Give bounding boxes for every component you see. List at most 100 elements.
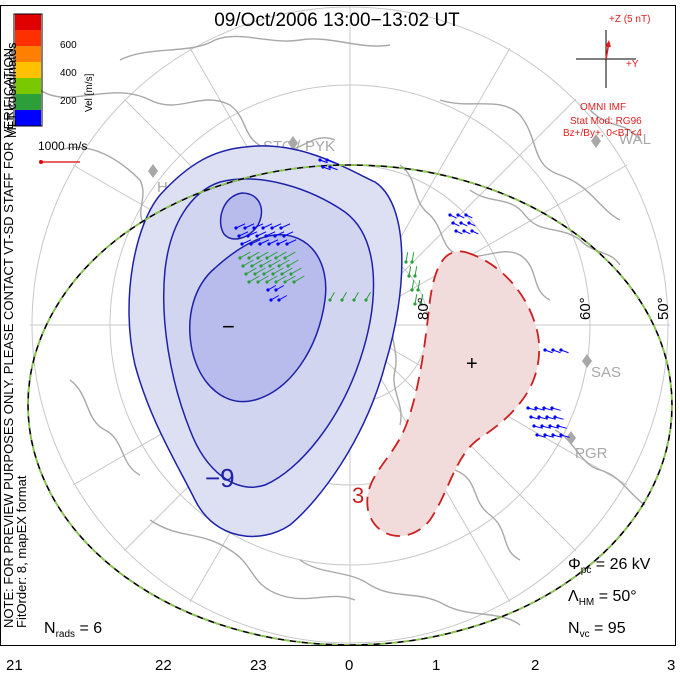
velocity-vector xyxy=(235,223,246,229)
velocity-vector xyxy=(278,259,290,267)
mlt-tick-2: 2 xyxy=(531,657,539,674)
colorbar-swatch xyxy=(15,30,41,46)
colorbar-swatch xyxy=(15,78,41,94)
velocity-vector xyxy=(411,252,415,263)
fitorder-note: FitOrder: 8, mapEX format xyxy=(14,475,29,628)
velocity-vector xyxy=(245,267,257,275)
velocity-vector xyxy=(460,222,468,227)
velocity-vector xyxy=(533,425,543,429)
colorbar-label: Vel [m/s] xyxy=(84,73,95,112)
velocity-vector xyxy=(546,416,556,420)
colorbar-tick-200: 200 xyxy=(60,96,77,107)
velocity-vector xyxy=(284,275,296,283)
velocity-vector xyxy=(420,294,424,305)
velocity-vector xyxy=(267,285,277,291)
velocity-vector xyxy=(549,425,559,429)
colorbar-swatch xyxy=(15,14,41,30)
velocity-vector xyxy=(329,291,335,301)
colorbar-swatch xyxy=(15,62,41,78)
station-separator: / xyxy=(296,138,301,155)
mlt-tick-0: 0 xyxy=(345,657,353,674)
velocity-vector xyxy=(326,159,335,164)
velocity-vector xyxy=(530,416,540,420)
velocity-vector xyxy=(277,239,288,245)
imf-source: OMNI IMF xyxy=(580,102,626,113)
velocity-vector xyxy=(281,267,293,275)
velocity-vector xyxy=(417,280,421,291)
positive-contour-label: 3 xyxy=(352,483,364,508)
velocity-vector xyxy=(544,349,553,354)
velocity-vector xyxy=(541,425,551,429)
velocity-vector xyxy=(527,407,537,411)
velocity-vector xyxy=(551,407,561,411)
map-title: 09/Oct/2006 13:00−13:02 UT xyxy=(214,10,460,31)
velocity-vector xyxy=(275,285,285,291)
plot-frame xyxy=(0,5,676,646)
velocity-vector xyxy=(319,159,328,164)
velocity-vector xyxy=(411,280,415,291)
svg-text:SAS: SAS xyxy=(591,364,621,381)
coastlines xyxy=(39,35,646,626)
velocity-vector xyxy=(557,425,567,429)
colorbar-tick-600: 600 xyxy=(60,40,77,51)
velocity-vector xyxy=(268,239,279,245)
velocity-vector xyxy=(278,295,288,301)
velocity-vector xyxy=(293,275,305,283)
velocity-vector xyxy=(554,416,564,420)
negative-cell-minimum-marker: − xyxy=(222,314,235,339)
velocity-vector xyxy=(238,231,249,237)
negative-contour-label: −9 xyxy=(205,463,235,493)
velocity-vector xyxy=(265,231,276,237)
velocity-vector xyxy=(242,259,254,267)
mlt-tick-3: 3 xyxy=(667,657,675,674)
negative-cell-contour-3 xyxy=(189,234,327,403)
velocity-vector xyxy=(253,223,264,229)
mlt-tick-1: 1 xyxy=(432,657,440,674)
velocity-vector xyxy=(259,239,270,245)
colorbar-swatch xyxy=(15,94,41,110)
negative-cell-inner-contour xyxy=(219,192,263,240)
imf-dial: +Z (5 nT) +Y OMNI IMF Stat Mod: RG96 Bz+… xyxy=(563,14,650,139)
velocity-vector xyxy=(536,434,546,438)
velocity-vector xyxy=(353,291,359,301)
velocity-vector xyxy=(241,239,252,245)
stat-num-vectors: Nvc = 95 xyxy=(568,620,626,640)
velocity-vector xyxy=(465,214,473,219)
stat-potential: Φpc = 26 kV xyxy=(568,556,651,576)
velocity-vector xyxy=(275,251,287,259)
velocity-vector xyxy=(257,275,269,283)
mlt-axis: 21 22 23 0 1 2 3 xyxy=(6,657,675,674)
velocity-vector xyxy=(463,230,471,235)
velocity-vector xyxy=(270,295,280,301)
velocity-vector xyxy=(329,166,338,171)
station-pgr: PGR xyxy=(566,431,608,462)
positive-cell-contour xyxy=(366,250,540,537)
velocity-vector xyxy=(538,416,548,420)
lat-label-60: 60° xyxy=(577,297,594,320)
coordinates-label: MLT coordinates xyxy=(4,42,19,138)
velocity-vector xyxy=(286,239,297,245)
velocity-vector xyxy=(552,349,561,354)
lat-label-80: 80° xyxy=(415,297,432,320)
velocity-vector xyxy=(260,259,272,267)
velocity-vector xyxy=(560,349,569,354)
lat-label-50: 50° xyxy=(655,297,672,320)
velocity-vectors xyxy=(234,158,570,438)
velocity-vector xyxy=(544,434,554,438)
velocity-vector xyxy=(455,230,463,235)
velocity-vector xyxy=(341,291,347,301)
scale-vector-label: 1000 m/s xyxy=(38,139,87,153)
station-sas: SAS xyxy=(582,354,621,381)
velocity-vector xyxy=(250,239,261,245)
velocity-vector xyxy=(322,166,331,171)
velocity-vector xyxy=(263,267,275,275)
imf-model: Stat Mod: RG96 xyxy=(570,116,642,127)
velocity-vector xyxy=(257,251,269,259)
velocity-vector xyxy=(266,275,278,283)
velocity-vector xyxy=(560,434,570,438)
velocity-vector xyxy=(290,267,302,275)
velocity-vector xyxy=(543,407,553,411)
velocity-vector xyxy=(275,275,287,283)
station-wal: WAL xyxy=(591,131,651,148)
velocity-colorbar: 600 400 200 Vel [m/s] MLT coordinates xyxy=(4,13,95,138)
